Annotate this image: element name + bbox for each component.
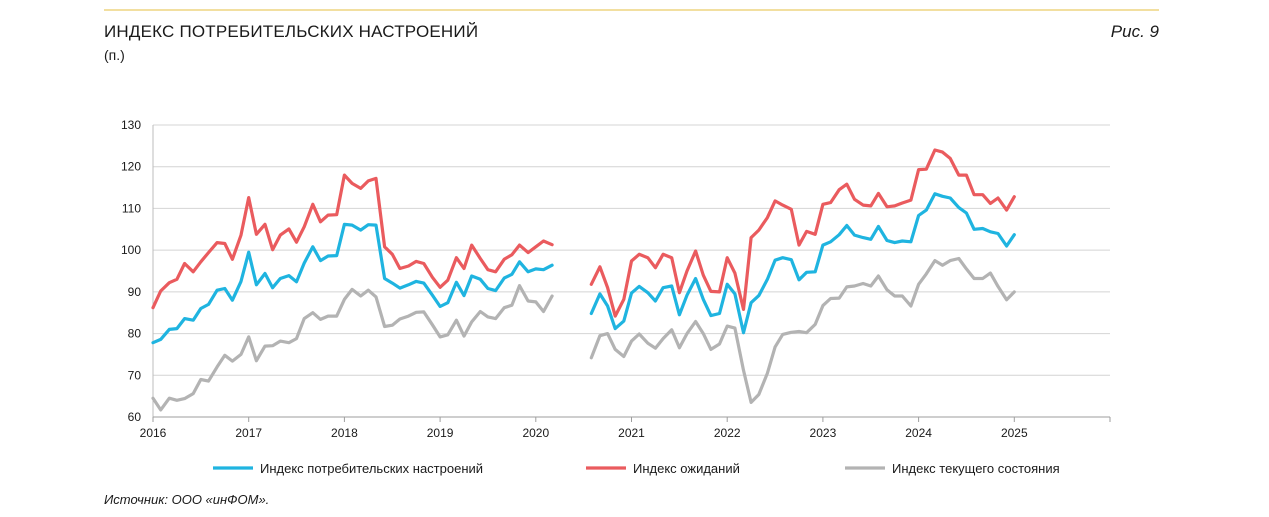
series-line-current-conditions-1 [151, 284, 554, 412]
y-tick-label: 120 [121, 160, 141, 174]
x-tick-label: 2019 [427, 426, 454, 440]
y-tick-label: 70 [128, 368, 142, 382]
y-tick-label: 90 [128, 285, 142, 299]
y-tick-label: 100 [121, 243, 141, 257]
x-tick-label: 2024 [905, 426, 932, 440]
y-axis-ticks: 60 70 80 90 100 110 120 130 [121, 118, 141, 424]
x-tick-label: 2018 [331, 426, 358, 440]
x-tick-label: 2016 [140, 426, 167, 440]
header-rule [104, 9, 1159, 11]
series-line-current-conditions-2 [589, 256, 1016, 404]
legend-label: Индекс текущего состояния [892, 461, 1060, 476]
x-tick-label: 2025 [1001, 426, 1028, 440]
figure-label: Рис. 9 [1110, 22, 1159, 41]
x-axis-ticks: 2016 2017 2018 2019 2020 2021 2022 2023 2024 2025 [140, 417, 1111, 440]
source-note: Источник: ООО «инФОМ». [104, 492, 270, 507]
chart-series [151, 148, 1016, 412]
legend-label: Индекс потребительских настроений [260, 461, 483, 476]
series-line-expectations-2 [589, 148, 1016, 318]
x-tick-label: 2022 [714, 426, 741, 440]
chart-unit: (п.) [104, 47, 125, 63]
y-tick-label: 60 [128, 410, 142, 424]
series-line-consumer-sentiment-2 [589, 192, 1016, 335]
chart-legend: Индекс потребительских настроений Индекс … [213, 461, 1060, 476]
series-line-expectations-1 [151, 173, 554, 310]
x-tick-label: 2021 [618, 426, 645, 440]
x-tick-label: 2017 [235, 426, 262, 440]
y-tick-label: 110 [122, 201, 141, 215]
y-tick-label: 80 [128, 327, 142, 341]
x-tick-label: 2023 [810, 426, 837, 440]
y-tick-label: 130 [121, 118, 141, 132]
series-line-consumer-sentiment-1 [151, 222, 554, 345]
chart-title: ИНДЕКС ПОТРЕБИТЕЛЬСКИХ НАСТРОЕНИЙ [104, 22, 479, 41]
chart-grid [152, 124, 1110, 418]
legend-label: Индекс ожиданий [633, 461, 740, 476]
x-tick-label: 2020 [522, 426, 549, 440]
